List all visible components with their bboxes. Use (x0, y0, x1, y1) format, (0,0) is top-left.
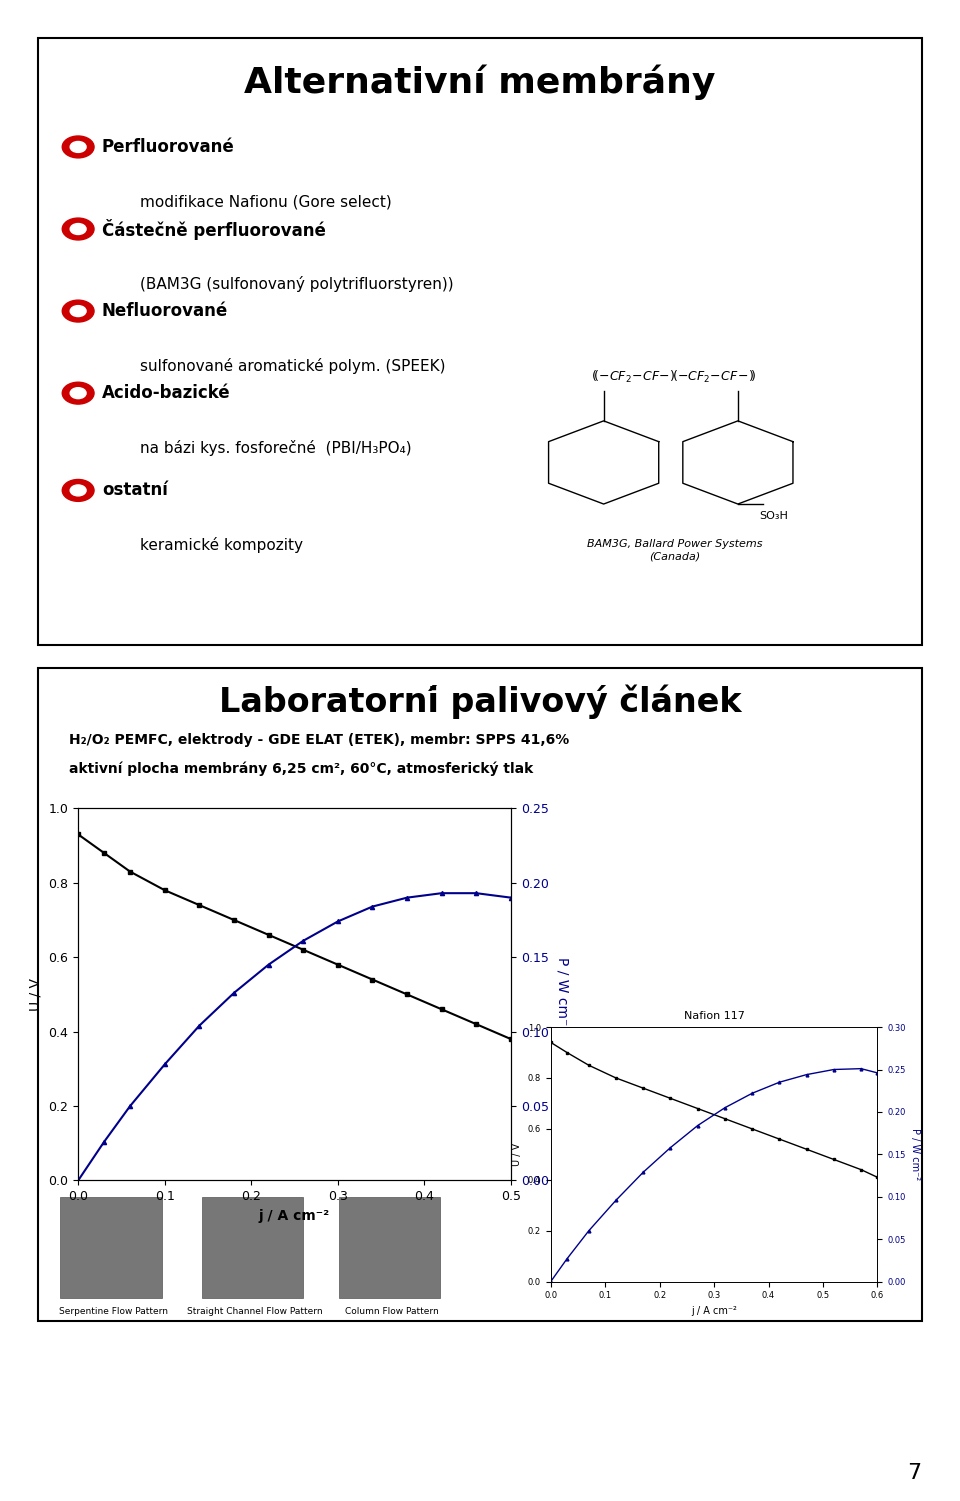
Circle shape (70, 387, 86, 399)
Circle shape (62, 383, 94, 404)
Title: Nafion 117: Nafion 117 (684, 1010, 745, 1021)
Text: na bázi kys. fosforečné  (PBI/H₃PO₄): na bázi kys. fosforečné (PBI/H₃PO₄) (140, 440, 412, 456)
Text: Acido-bazické: Acido-bazické (102, 384, 230, 402)
Text: Perfluorované: Perfluorované (102, 138, 235, 156)
Text: aktivní plocha membrány 6,25 cm², 60°C, atmosferický tlak: aktivní plocha membrány 6,25 cm², 60°C, … (69, 763, 534, 776)
X-axis label: j / A cm⁻²: j / A cm⁻² (259, 1208, 330, 1223)
Y-axis label: U / V: U / V (512, 1142, 522, 1166)
Text: Nefluorované: Nefluorované (102, 302, 228, 320)
Text: Částečně perfluorované: Částečně perfluorované (102, 219, 325, 240)
Text: sulfonované aromatické polym. (SPEEK): sulfonované aromatické polym. (SPEEK) (140, 357, 445, 374)
Y-axis label: P / W cm⁻²: P / W cm⁻² (909, 1129, 920, 1180)
Bar (339, 1196, 441, 1298)
X-axis label: j / A cm⁻²: j / A cm⁻² (691, 1306, 737, 1316)
Text: keramické kompozity: keramické kompozity (140, 537, 303, 554)
Circle shape (70, 224, 86, 234)
Text: SO₃H: SO₃H (758, 510, 787, 521)
Circle shape (62, 137, 94, 158)
Circle shape (62, 300, 94, 323)
Text: BAM3G, Ballard Power Systems
(Canada): BAM3G, Ballard Power Systems (Canada) (587, 539, 762, 561)
Y-axis label: U / V: U / V (29, 979, 43, 1010)
Circle shape (70, 141, 86, 153)
Text: $\left(\!\left(-CF_2\!-\!CF\!-\!\right)\!\left(-CF_2\!-\!CF\!-\!\right)\!\right): $\left(\!\left(-CF_2\!-\!CF\!-\!\right)\… (591, 369, 757, 386)
Text: ostatní: ostatní (102, 482, 168, 500)
Text: Laboratorní palivový článek: Laboratorní palivový článek (219, 684, 741, 719)
Circle shape (70, 485, 86, 495)
Text: H₂/O₂ PEMFC, elektrody - GDE ELAT (ETEK), membr: SPPS 41,6%: H₂/O₂ PEMFC, elektrody - GDE ELAT (ETEK)… (69, 732, 569, 747)
Text: Alternativní membrány: Alternativní membrány (244, 65, 716, 101)
Bar (202, 1196, 303, 1298)
Text: (BAM3G (sulfonovaný polytrifluorstyren)): (BAM3G (sulfonovaný polytrifluorstyren)) (140, 276, 453, 291)
Circle shape (62, 479, 94, 501)
Text: Straight Channel Flow Pattern: Straight Channel Flow Pattern (187, 1306, 323, 1315)
Circle shape (70, 306, 86, 317)
Circle shape (62, 218, 94, 240)
Text: Column Flow Pattern: Column Flow Pattern (345, 1306, 439, 1315)
Y-axis label: P / W cm⁻²: P / W cm⁻² (556, 958, 569, 1031)
Text: Serpentine Flow Pattern: Serpentine Flow Pattern (59, 1306, 168, 1315)
Text: modifikace Nafionu (Gore select): modifikace Nafionu (Gore select) (140, 194, 392, 209)
Bar (60, 1196, 162, 1298)
Text: 7: 7 (907, 1463, 922, 1483)
